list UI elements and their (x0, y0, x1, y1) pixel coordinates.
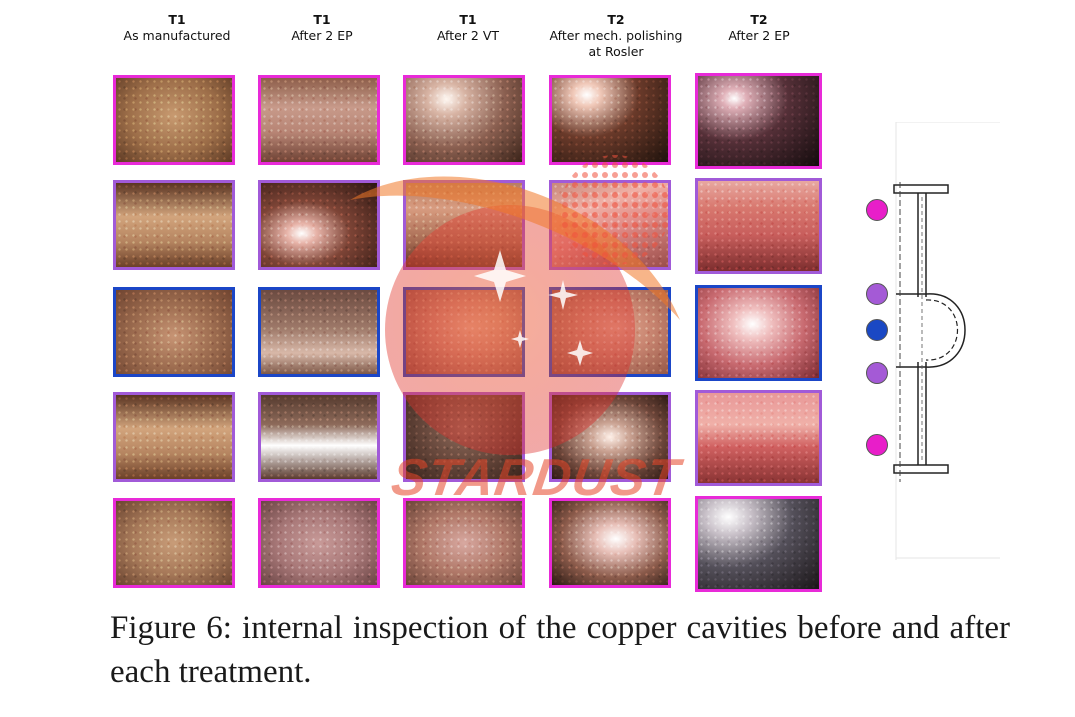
column-label: After 2 VT (436, 28, 500, 43)
photo-cell (695, 178, 822, 274)
photo-cell (113, 180, 235, 270)
photo-cell (549, 498, 671, 588)
column-trial: T2 (607, 12, 625, 27)
photo-cell (258, 287, 380, 377)
position-dot (866, 434, 888, 456)
photo-cell (549, 75, 671, 165)
photo-cell (403, 392, 525, 482)
column-header-1: T1 As manufactured (107, 12, 247, 44)
photo-cell (403, 180, 525, 270)
photo-cell (258, 180, 380, 270)
photo-cell (113, 498, 235, 588)
position-dot (866, 362, 888, 384)
column-trial: T1 (459, 12, 477, 27)
column-trial: T2 (750, 12, 768, 27)
column-label: After mech. polishing at Rosler (549, 28, 683, 59)
photo-cell (258, 392, 380, 482)
column-label: After 2 EP (291, 28, 353, 43)
photo-cell (113, 75, 235, 165)
photo-cell (113, 392, 235, 482)
column-trial: T1 (313, 12, 331, 27)
column-header-3: T1 After 2 VT (398, 12, 538, 44)
photo-cell (695, 285, 822, 381)
position-dot (866, 283, 888, 305)
column-header-4: T2 After mech. polishing at Rosler (542, 12, 690, 60)
photo-cell (113, 287, 235, 377)
photo-cell (403, 498, 525, 588)
column-label: As manufactured (123, 28, 231, 43)
photo-cell (258, 498, 380, 588)
photo-cell (549, 287, 671, 377)
photo-cell (258, 75, 380, 165)
cavity-cross-section-diagram (893, 122, 1000, 560)
column-label: After 2 EP (728, 28, 790, 43)
photo-cell (695, 390, 822, 486)
column-header-5: T2 After 2 EP (689, 12, 829, 44)
column-trial: T1 (168, 12, 186, 27)
photo-cell (549, 180, 671, 270)
column-header-2: T1 After 2 EP (252, 12, 392, 44)
photo-cell (695, 73, 822, 169)
photo-cell (403, 287, 525, 377)
position-dot (866, 319, 888, 341)
photo-cell (403, 75, 525, 165)
figure-caption: Figure 6: internal inspection of the cop… (110, 610, 1010, 690)
photo-cell (695, 496, 822, 592)
position-dot (866, 199, 888, 221)
photo-cell (549, 392, 671, 482)
